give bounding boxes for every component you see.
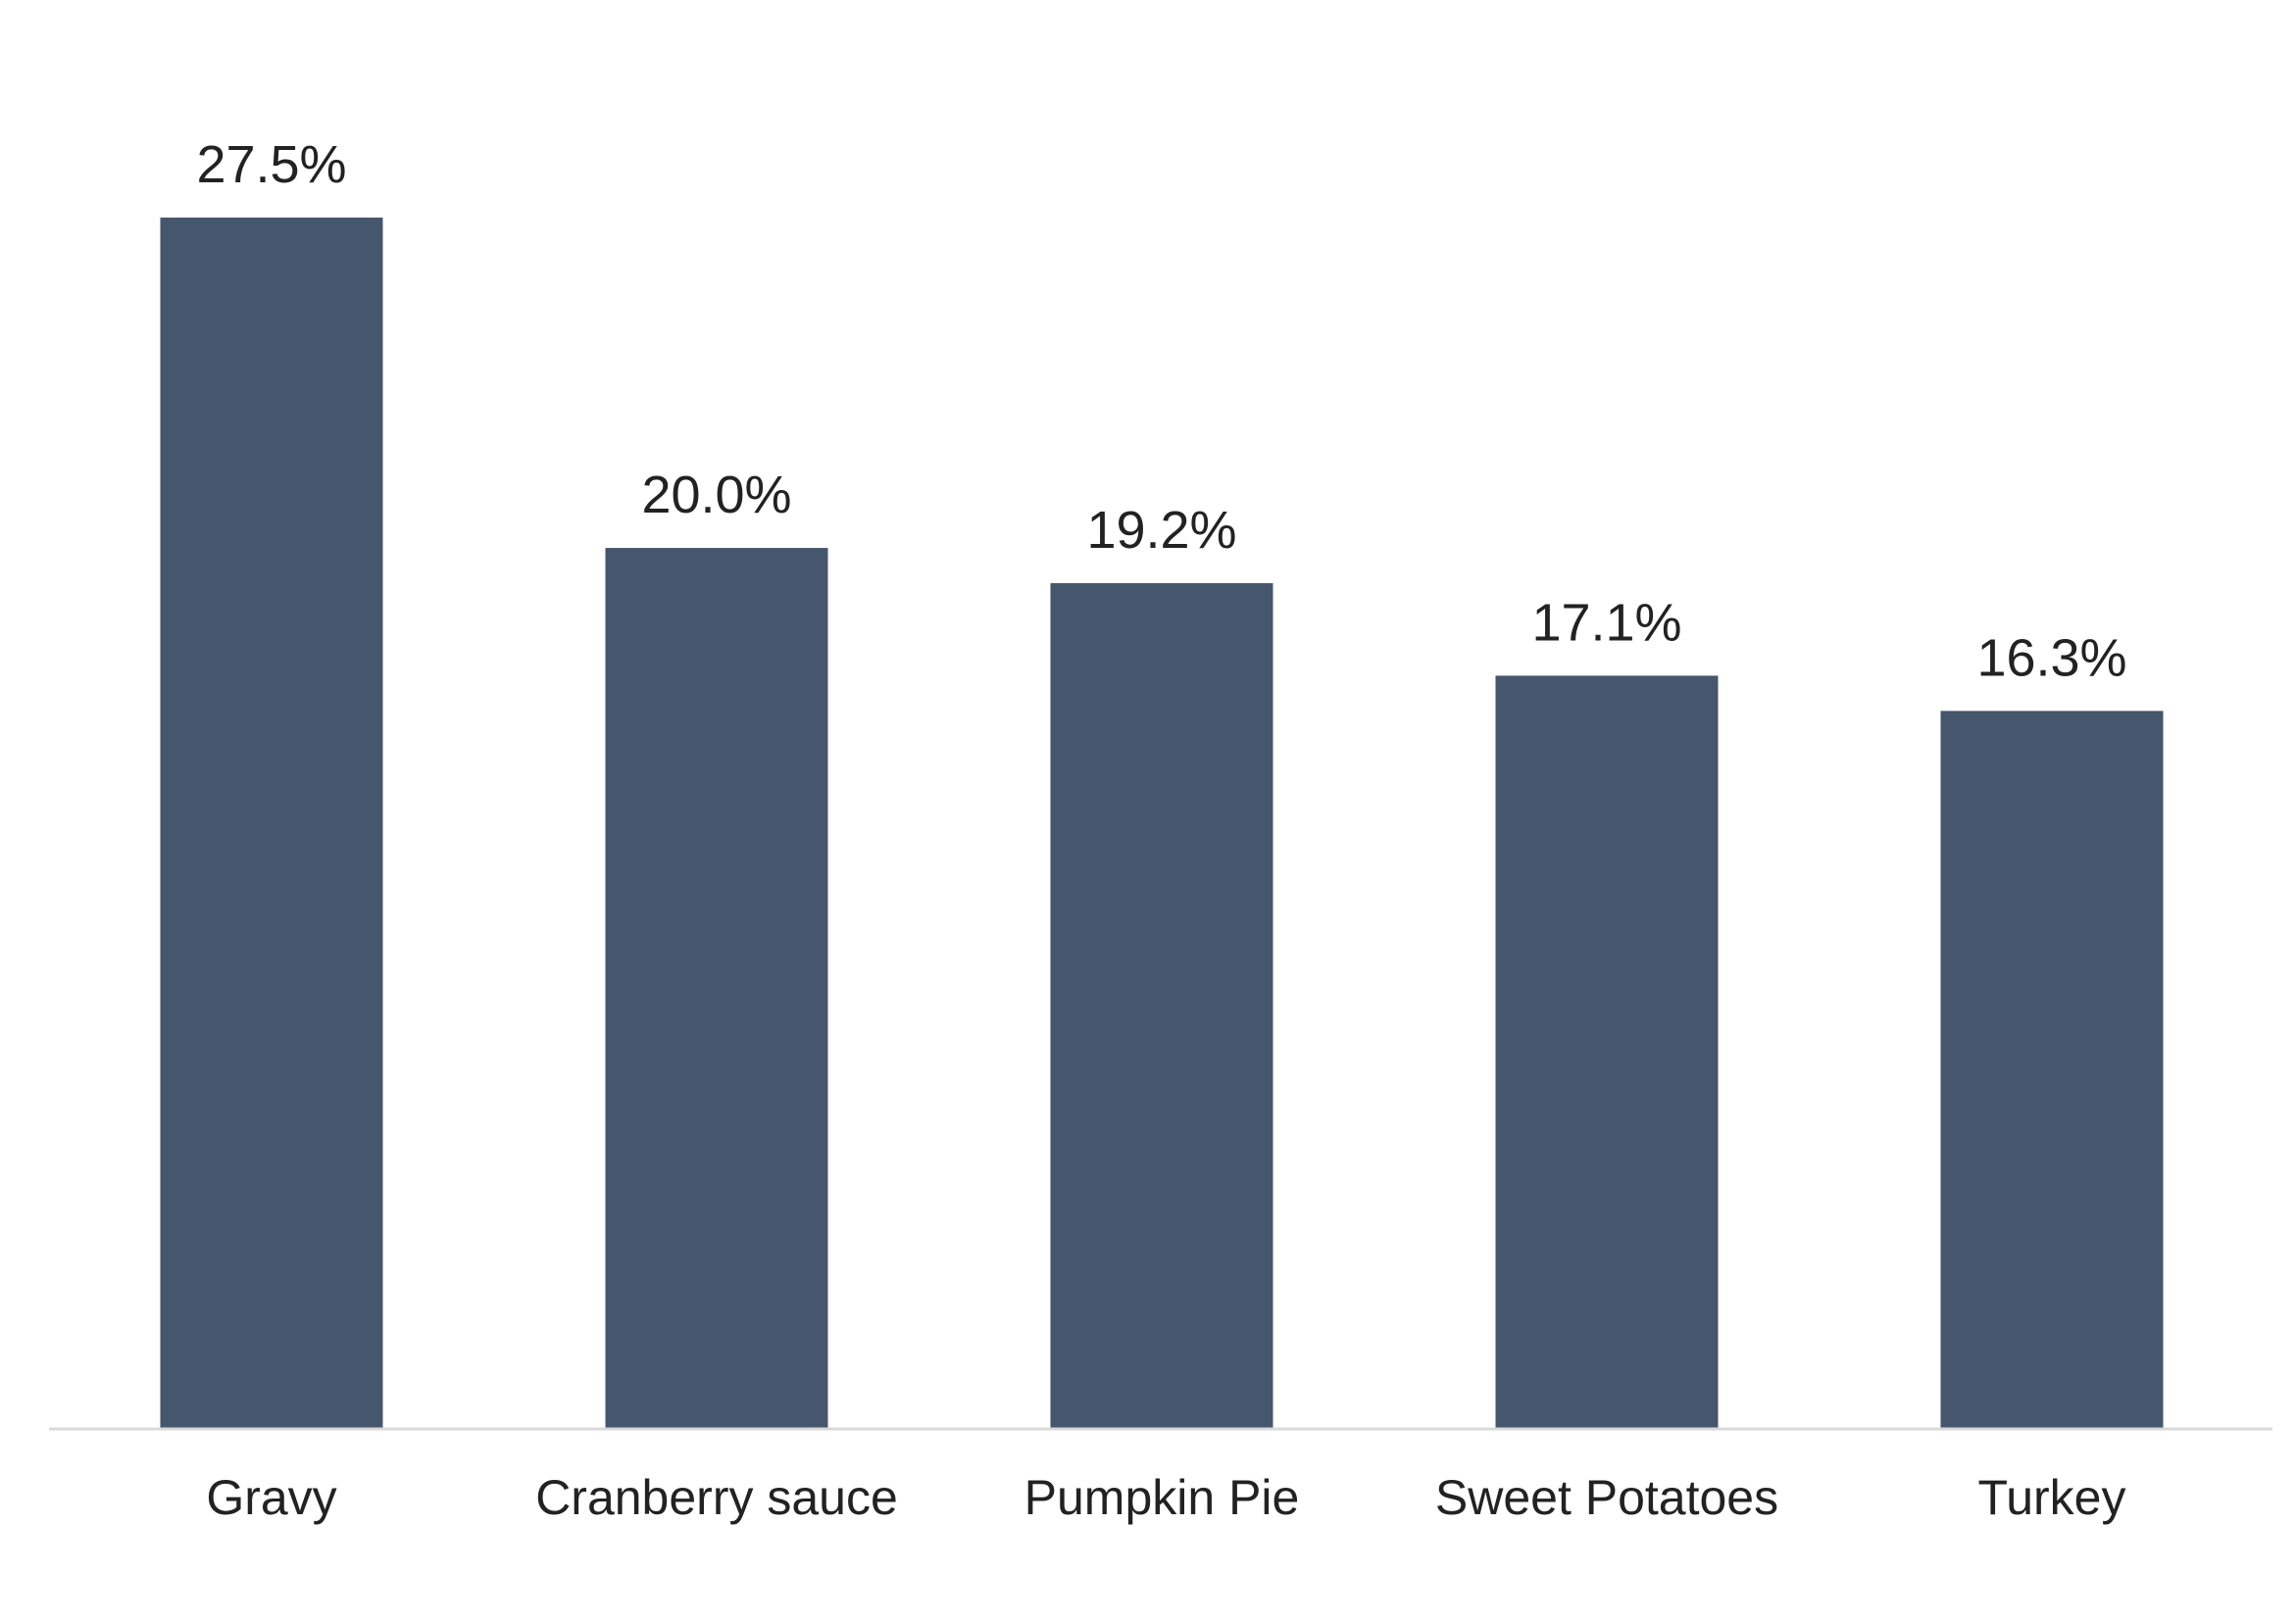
- value-label-gravy: 27.5%: [196, 135, 346, 194]
- category-label-sweet-potatoes: Sweet Potatoes: [1435, 1470, 1778, 1525]
- value-label-cranberry-sauce: 20.0%: [641, 466, 791, 524]
- category-labels-group: Gravy Cranberry sauce Pumpkin Pie Sweet Pot…: [206, 1470, 2125, 1525]
- category-label-gravy: Gravy: [206, 1470, 336, 1525]
- bar-cranberry-sauce: [605, 548, 828, 1429]
- value-label-pumpkin-pie: 19.2%: [1086, 501, 1236, 560]
- value-labels-group: 27.5% 20.0% 19.2% 17.1% 16.3%: [196, 135, 2126, 687]
- value-label-sweet-potatoes: 17.1%: [1531, 593, 1681, 652]
- bar-pumpkin-pie: [1050, 583, 1273, 1429]
- bar-turkey: [1940, 711, 2164, 1429]
- category-label-turkey: Turkey: [1978, 1470, 2126, 1525]
- category-label-cranberry-sauce: Cranberry sauce: [535, 1470, 898, 1525]
- bars-group: [160, 218, 2164, 1429]
- value-label-turkey: 16.3%: [1976, 628, 2126, 687]
- category-label-pumpkin-pie: Pumpkin Pie: [1024, 1470, 1300, 1525]
- bar-gravy: [160, 218, 383, 1429]
- bar-sweet-potatoes: [1495, 675, 1719, 1429]
